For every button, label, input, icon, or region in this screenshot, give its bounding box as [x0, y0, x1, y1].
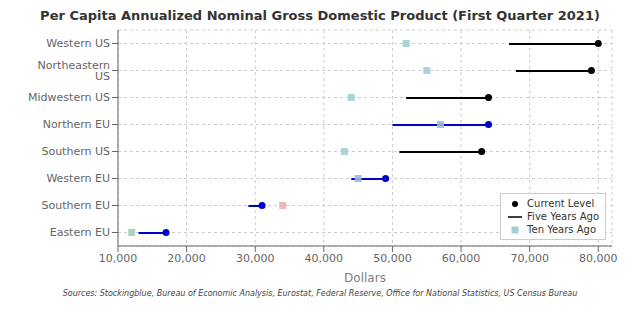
- svg-text:Dollars: Dollars: [344, 271, 386, 285]
- html-text:Sources: Stockingblue, Bureau: Sources: Stockingblue, Bureau of Economi…: [62, 289, 578, 298]
- html-text:Per Capita Annualized Nominal: Per Capita Annualized Nominal Gross Dome…: [40, 8, 600, 23]
- svg-text:30,000: 30,000: [236, 252, 275, 265]
- html-text:Current Level: Current Level: [527, 198, 595, 209]
- svg-text:80,000: 80,000: [579, 252, 618, 265]
- html-text:Five Years Ago: Five Years Ago: [527, 211, 599, 222]
- svg-text:40,000: 40,000: [305, 252, 344, 265]
- svg-text:Western US: Western US: [46, 37, 110, 50]
- svg-text:Southern US: Southern US: [41, 145, 110, 158]
- svg-text:20,000: 20,000: [167, 252, 206, 265]
- svg-text:Midwestern US: Midwestern US: [28, 91, 110, 104]
- svg-text:Eastern EU: Eastern EU: [50, 226, 110, 239]
- html-text:Ten Years Ago: Ten Years Ago: [527, 224, 596, 235]
- svg-text:60,000: 60,000: [442, 252, 481, 265]
- svg-text:70,000: 70,000: [510, 252, 549, 265]
- svg-text:50,000: 50,000: [373, 252, 412, 265]
- svg-text:Northern EU: Northern EU: [43, 118, 110, 131]
- svg-text:NortheasternUS: NortheasternUS: [38, 59, 110, 83]
- svg-text:Western EU: Western EU: [46, 172, 110, 185]
- svg-text:10,000: 10,000: [99, 252, 138, 265]
- svg-text:Southern EU: Southern EU: [41, 199, 110, 212]
